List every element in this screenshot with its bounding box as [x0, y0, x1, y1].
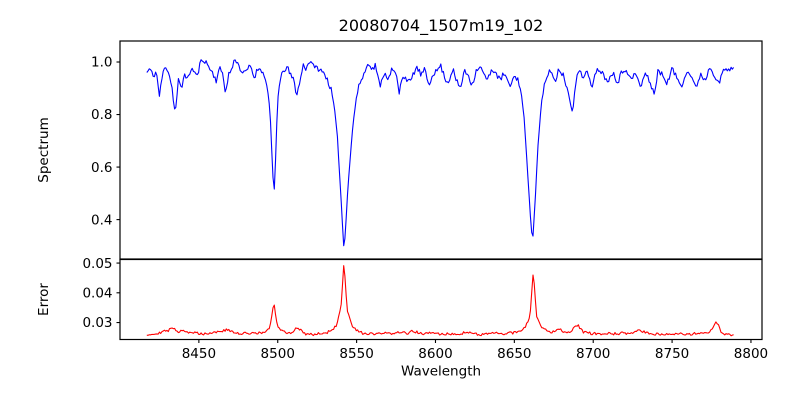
x-tick-label: 8600 [418, 346, 452, 362]
axes-frame-spectrum [119, 40, 763, 260]
y-tick-label-spectrum: 1.0 [91, 55, 112, 71]
x-tick-label: 8550 [339, 346, 373, 362]
y-axis-label-spectrum: Spectrum [36, 117, 52, 182]
y-tick-label-error: 0.04 [82, 286, 112, 302]
chart-title: 20080704_1507m19_102 [339, 16, 544, 36]
y-tick-label-spectrum: 0.6 [91, 160, 112, 176]
error-line [146, 265, 734, 337]
x-tick-label: 8800 [734, 346, 768, 362]
x-tick-label: 8700 [576, 346, 610, 362]
x-tick-label: 8500 [261, 346, 295, 362]
y-tick-label-error: 0.03 [82, 315, 112, 331]
x-tick-label: 8650 [497, 346, 531, 362]
y-tick-label-spectrum: 0.8 [91, 107, 112, 123]
y-tick-label-error: 0.05 [82, 256, 112, 272]
spectrum-line [146, 59, 735, 247]
axes-frame-error [119, 258, 763, 341]
x-tick-label: 8750 [655, 346, 689, 362]
y-tick-label-spectrum: 0.4 [91, 212, 112, 228]
x-tick-label: 8450 [182, 346, 216, 362]
y-axis-label-error: Error [36, 283, 52, 316]
x-axis-label: Wavelength [401, 364, 481, 380]
